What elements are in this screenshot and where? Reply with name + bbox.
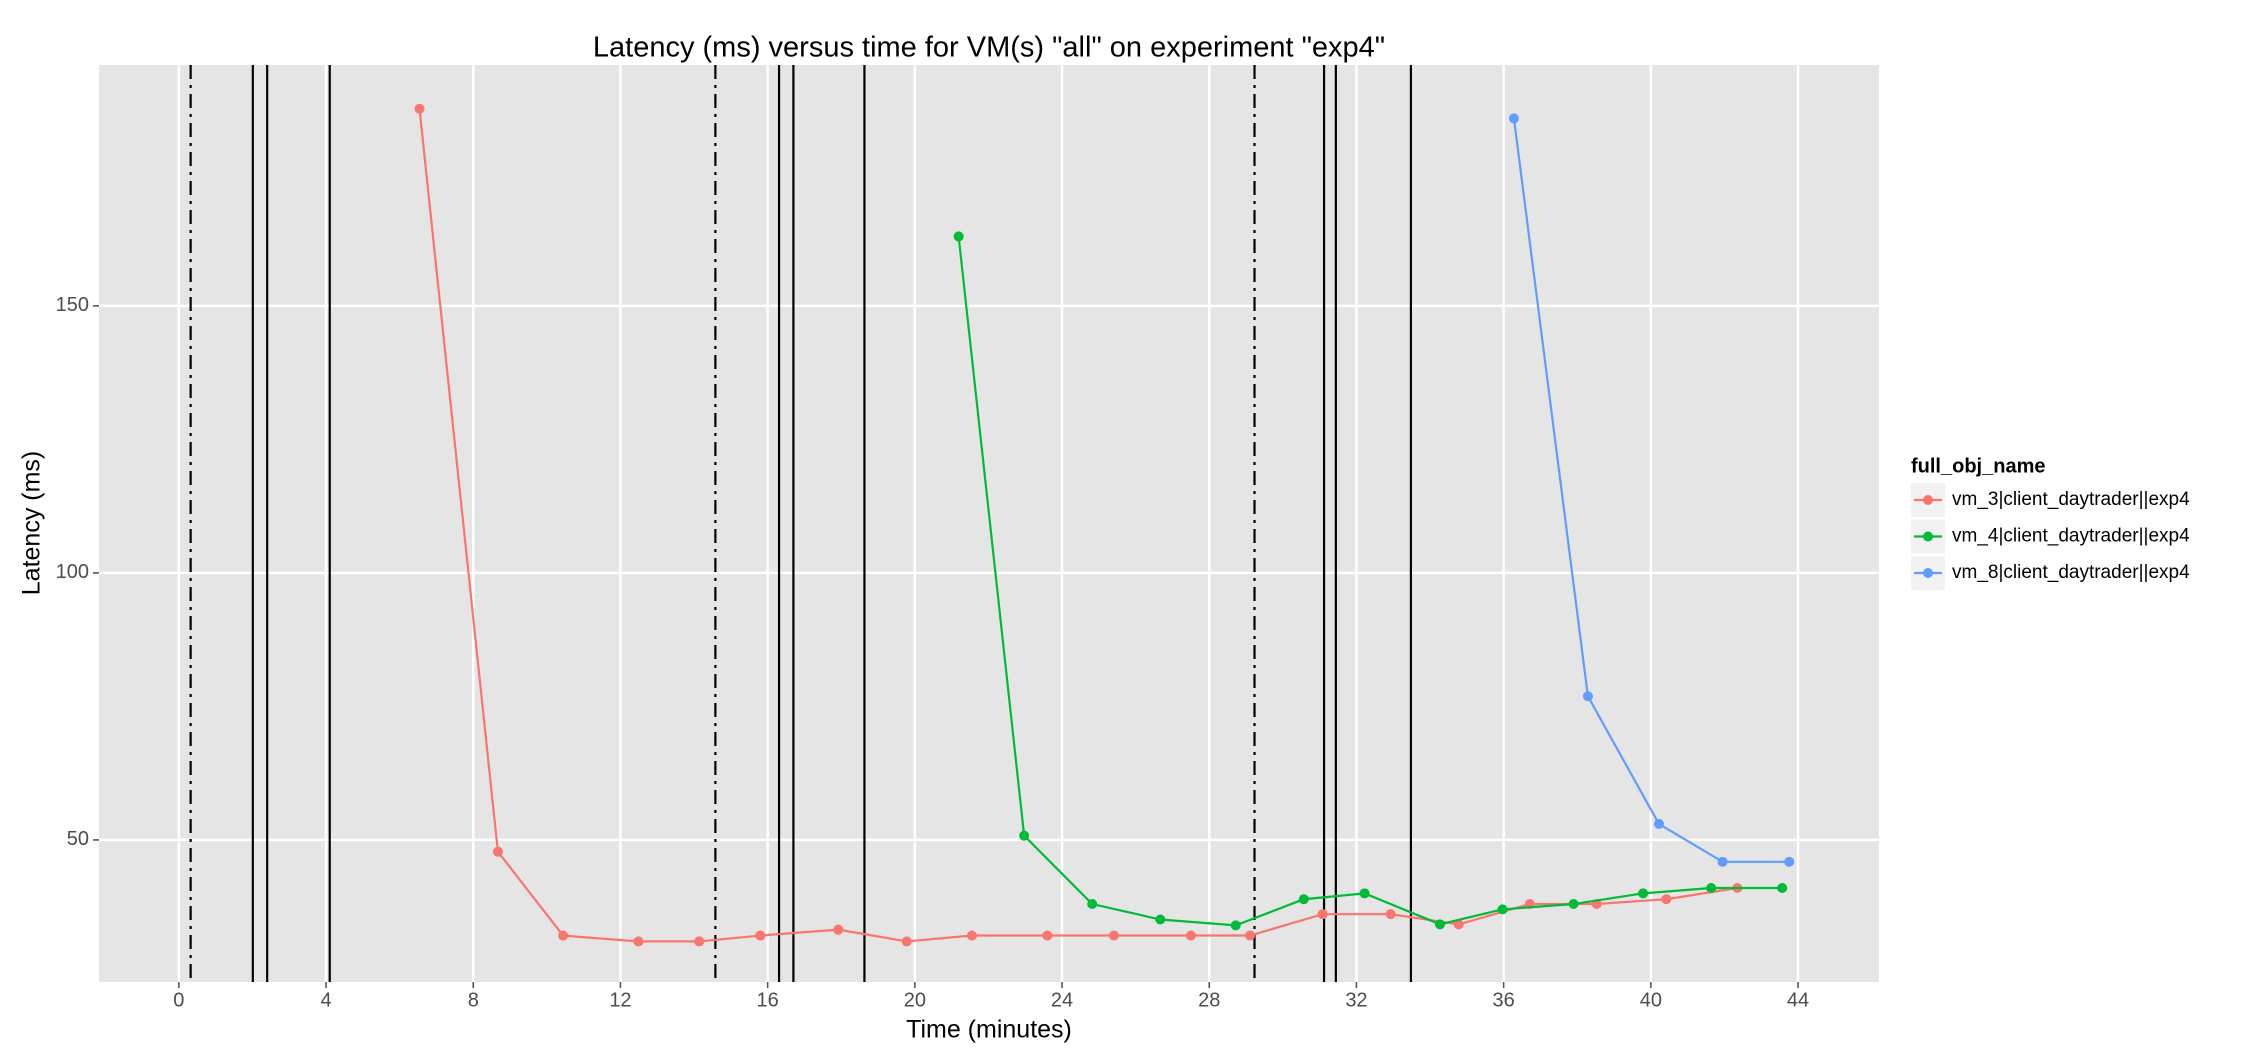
data-point (1108, 930, 1119, 941)
legend-label: vm_8|client_daytrader||exp4 (1952, 562, 2190, 583)
data-point (1019, 830, 1030, 841)
legend-title: full_obj_name (1911, 455, 2045, 477)
data-point (833, 924, 844, 935)
data-point (1245, 930, 1256, 941)
x-tick-label: 40 (1640, 989, 1662, 1011)
data-point (1582, 691, 1593, 702)
data-point (414, 103, 425, 114)
legend-swatch (1923, 495, 1933, 505)
legend-label: vm_3|client_daytrader||exp4 (1952, 489, 2190, 510)
data-point (1661, 894, 1672, 905)
data-point (1317, 909, 1328, 920)
data-point (1777, 883, 1788, 894)
data-point (1706, 883, 1717, 894)
x-tick-label: 0 (173, 989, 184, 1011)
y-axis-label: Latency (ms) (18, 451, 46, 595)
data-point (1185, 930, 1196, 941)
x-tick-label: 32 (1345, 989, 1367, 1011)
y-tick-label: 100 (56, 561, 89, 583)
data-point (558, 930, 569, 941)
data-point (1508, 113, 1519, 124)
x-tick-label: 8 (468, 989, 479, 1011)
data-point (1638, 888, 1649, 899)
data-point (1434, 919, 1445, 930)
x-tick-label: 24 (1051, 989, 1073, 1011)
y-tick-label: 150 (56, 294, 89, 316)
data-point (1717, 856, 1728, 867)
data-point (1230, 920, 1241, 931)
data-point (1298, 894, 1309, 905)
chart-title: Latency (ms) versus time for VM(s) "all"… (593, 32, 1385, 64)
x-tick-label: 20 (904, 989, 926, 1011)
legend-swatch (1923, 568, 1933, 578)
data-point (1653, 818, 1664, 829)
data-point (1359, 888, 1370, 899)
data-point (1784, 856, 1795, 867)
x-axis-label: Time (minutes) (906, 1016, 1072, 1044)
data-point (694, 936, 705, 947)
data-point (755, 930, 766, 941)
data-point (966, 930, 977, 941)
x-tick-label: 4 (320, 989, 331, 1011)
data-point (901, 936, 912, 947)
data-point (492, 846, 503, 857)
data-point (633, 936, 644, 947)
data-point (1087, 899, 1098, 910)
data-point (1497, 904, 1508, 915)
data-point (1385, 909, 1396, 920)
x-tick-label: 28 (1198, 989, 1220, 1011)
data-point (1042, 930, 1053, 941)
x-tick-label: 44 (1787, 989, 1809, 1011)
x-tick-label: 16 (757, 989, 779, 1011)
data-point (953, 231, 964, 242)
legend-swatch (1923, 531, 1933, 542)
x-tick-label: 36 (1493, 989, 1515, 1011)
legend-label: vm_4|client_daytrader||exp4 (1952, 526, 2190, 547)
data-point (1568, 899, 1579, 910)
y-tick-label: 50 (67, 828, 89, 850)
data-point (1155, 914, 1166, 925)
data-point (1453, 919, 1464, 930)
x-tick-label: 12 (609, 989, 631, 1011)
